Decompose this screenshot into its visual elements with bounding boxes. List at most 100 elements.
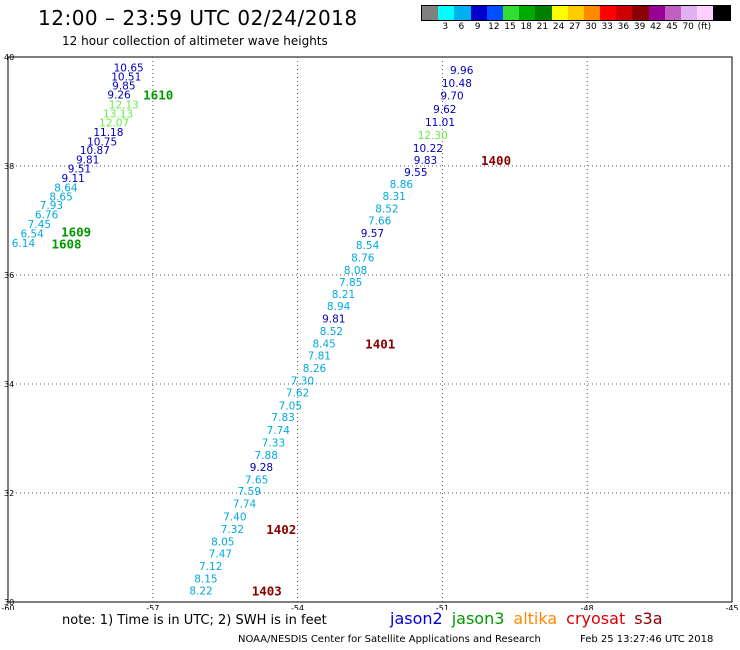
scale-label: (ft) — [697, 22, 712, 32]
swh-value-label: 8.08 — [344, 265, 367, 277]
y-tick-label: 36 — [4, 271, 14, 280]
scale-swatch — [454, 6, 471, 20]
swh-value-label: 9.57 — [361, 228, 384, 240]
scale-swatch — [600, 6, 617, 20]
swh-value-label: 7.12 — [199, 561, 222, 573]
swh-value-label: 8.86 — [390, 179, 414, 191]
swh-value-label: 8.52 — [375, 204, 398, 216]
scale-swatch — [648, 6, 665, 20]
swh-value-label: 9.83 — [414, 155, 437, 167]
scale-swatch — [502, 6, 520, 20]
scale-label: 42 — [650, 22, 662, 32]
swh-value-label: 7.59 — [238, 486, 261, 498]
color-scale-labels: 3 6 9 12 15 18 21 24 27 30 33 36 39 42 45 70 (ft) — [421, 22, 732, 34]
swh-value-label: 11.01 — [425, 117, 455, 129]
x-tick-label: -60 — [1, 604, 14, 610]
swh-value-label: 8.76 — [351, 253, 375, 265]
legend-item-s3a: s3a — [634, 609, 663, 628]
swh-value-label: 9.11 — [61, 173, 84, 185]
pass-number-label: 1608 — [51, 236, 81, 251]
swh-value-label: 9.81 — [76, 154, 99, 166]
pass-number-label: 1403 — [252, 584, 282, 599]
swh-value-label: 9.70 — [440, 91, 463, 103]
scale-swatch — [583, 6, 601, 20]
swh-value-label: 9.85 — [112, 80, 135, 92]
swh-value-label: 7.85 — [339, 277, 362, 289]
chart-subtitle: 12 hour collection of altimeter wave hei… — [62, 34, 328, 48]
generation-timestamp: Feb 25 13:27:46 UTC 2018 — [580, 634, 714, 645]
swh-value-label: 7.47 — [209, 548, 232, 560]
swh-value-label: 13.13 — [103, 109, 133, 121]
swh-value-label: 7.65 — [245, 474, 268, 486]
swh-value-label: 8.26 — [303, 363, 327, 375]
scale-swatch — [486, 6, 503, 20]
swh-value-label: 9.62 — [433, 104, 456, 116]
swh-value-label: 6.76 — [35, 210, 59, 222]
swh-value-label: 9.26 — [107, 90, 131, 102]
scale-label: 3 — [442, 22, 449, 32]
y-tick-label: 38 — [4, 162, 14, 171]
scale-swatch — [535, 6, 552, 20]
scale-swatch — [519, 6, 536, 20]
swh-value-label: 8.65 — [49, 192, 72, 204]
swh-value-label: 8.05 — [211, 537, 234, 549]
scale-label: 45 — [666, 22, 678, 32]
swh-value-label: 8.22 — [189, 586, 212, 598]
swh-value-label: 12.07 — [99, 117, 129, 129]
swh-value-label: 9.96 — [450, 65, 474, 77]
swh-value-label: 10.75 — [87, 136, 117, 148]
legend-item-cryosat: cryosat — [566, 609, 626, 628]
swh-value-label: 7.88 — [255, 450, 278, 462]
x-tick-label: -45 — [725, 604, 738, 610]
scale-label: 30 — [585, 22, 597, 32]
swh-value-label: 8.52 — [320, 326, 343, 338]
swh-value-label: 6.14 — [12, 238, 36, 250]
swh-value-label: 9.81 — [322, 314, 345, 326]
swh-value-label: 12.30 — [418, 130, 448, 142]
plot-frame — [7, 56, 733, 603]
pass-number-label: 1402 — [266, 522, 296, 537]
swh-value-label: 8.54 — [356, 240, 380, 252]
y-tick-label: 34 — [4, 380, 14, 389]
scale-label: 36 — [617, 22, 630, 32]
scale-swatch — [438, 6, 455, 20]
scale-swatch — [470, 6, 487, 20]
swh-value-label: 8.31 — [382, 191, 405, 203]
scale-label: 24 — [552, 22, 565, 32]
swh-value-label: 10.87 — [80, 145, 110, 157]
pass-number-label: 1609 — [61, 224, 91, 239]
swh-value-label: 9.28 — [250, 462, 273, 474]
swh-value-label: 12.13 — [109, 99, 139, 111]
scale-label: 12 — [488, 22, 500, 32]
swh-value-label: 7.66 — [368, 216, 392, 228]
scale-label: 9 — [474, 22, 481, 32]
scale-swatch — [632, 6, 649, 20]
x-tick-label: -54 — [291, 604, 304, 610]
swh-value-label: 9.55 — [404, 167, 427, 179]
scale-label: 39 — [633, 22, 646, 32]
y-tick-label: 40 — [4, 53, 14, 62]
swh-value-label: 7.05 — [279, 400, 302, 412]
swh-value-label: 10.51 — [111, 72, 141, 84]
swh-value-label: 8.64 — [54, 182, 78, 194]
swh-value-label: 8.15 — [194, 574, 217, 586]
swh-value-label: 11.18 — [93, 127, 123, 139]
scale-label: 21 — [536, 22, 549, 32]
x-tick-label: -51 — [436, 604, 449, 610]
scale-swatch — [697, 6, 714, 20]
scale-swatch — [567, 6, 584, 20]
scale-label: 6 — [458, 22, 465, 32]
swh-value-label: 8.45 — [312, 339, 335, 351]
y-tick-label: 30 — [4, 598, 14, 607]
swh-value-label: 7.32 — [221, 524, 244, 536]
swh-value-label: 7.33 — [262, 437, 285, 449]
swh-value-label: 10.65 — [114, 62, 144, 74]
scale-label: 18 — [520, 22, 532, 32]
scale-label: 27 — [569, 22, 581, 32]
pass-number-label: 1401 — [365, 337, 395, 352]
swh-value-label: 7.74 — [267, 425, 291, 437]
scale-label: 70 — [682, 22, 694, 32]
y-tick-label: 32 — [4, 489, 14, 498]
scale-swatch — [422, 6, 439, 20]
scale-swatch — [616, 6, 633, 20]
